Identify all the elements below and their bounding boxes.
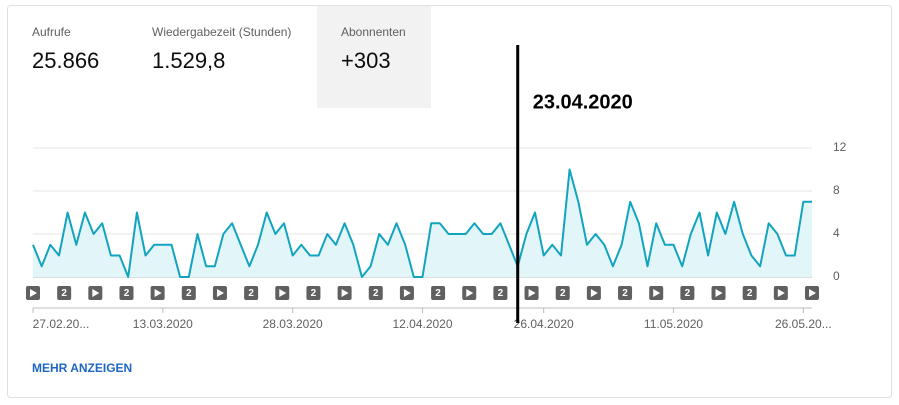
play-icon	[30, 289, 37, 297]
marker-box[interactable]	[680, 286, 695, 300]
marker-count[interactable]: 2	[685, 288, 691, 299]
metric-value: +303	[341, 48, 391, 73]
marker-count[interactable]: 2	[124, 288, 130, 299]
marker-box[interactable]	[119, 286, 134, 300]
x-tick-label: 26.04.2020	[514, 317, 574, 331]
x-tick-label: 11.05.2020	[644, 317, 703, 331]
more-link[interactable]: MEHR ANZEIGEN	[32, 361, 132, 375]
marker-count[interactable]: 2	[248, 288, 254, 299]
y-tick-label: 8	[833, 183, 840, 197]
marker-count[interactable]: 2	[186, 288, 192, 299]
x-tick-label: 27.02.20...	[33, 317, 90, 331]
play-icon	[279, 289, 287, 297]
line	[32, 168, 812, 278]
play-icon	[92, 289, 100, 297]
selected-tab[interactable]	[317, 6, 431, 108]
play-icon	[528, 289, 536, 297]
marker-count[interactable]: 2	[622, 288, 628, 299]
marker-box[interactable]	[306, 286, 321, 300]
play-icon	[715, 289, 723, 297]
marker-box[interactable]	[244, 286, 259, 300]
play-icon	[653, 289, 661, 297]
metric-value: 1.529,8	[152, 48, 225, 73]
play-icon	[590, 289, 598, 297]
play-icon	[403, 289, 411, 297]
y-tick-label: 0	[833, 269, 840, 283]
metric-label: Aufrufe	[32, 25, 71, 39]
marker-box[interactable]	[57, 286, 72, 300]
marker-count[interactable]: 2	[435, 288, 441, 299]
card	[7, 5, 892, 398]
marker-box[interactable]	[742, 286, 757, 300]
marker-box[interactable]	[493, 286, 508, 300]
area	[33, 169, 812, 277]
marker-box[interactable]	[181, 286, 196, 300]
play-icon	[777, 289, 785, 297]
metric-label: Wiedergabezeit (Stunden)	[152, 25, 291, 39]
play-icon	[466, 289, 474, 297]
marker-box[interactable]	[431, 286, 446, 300]
metric-tabs: Aufrufe 25.866 Wiedergabezeit (Stunden) 1.5…	[32, 6, 431, 108]
annotation-text: 23.04.2020	[533, 91, 633, 113]
metric-label: Abonnenten	[341, 25, 406, 39]
marker-box[interactable]	[618, 286, 633, 300]
x-tick-label: 28.03.2020	[263, 317, 323, 331]
x-tick-label: 13.03.2020	[133, 317, 193, 331]
chart: 0 4 8 12 2 2 2 2 2 2 2 2 2 2 2 2 27.02.20... 13.03.2020 28…	[26, 45, 847, 331]
play-icon	[809, 289, 816, 297]
x-tick-label: 12.04.2020	[392, 317, 452, 331]
marker-count[interactable]: 2	[61, 288, 67, 299]
marker-box[interactable]	[555, 286, 570, 300]
marker-count[interactable]: 2	[373, 288, 379, 299]
marker-count[interactable]: 2	[311, 288, 317, 299]
y-tick-label: 4	[833, 226, 840, 240]
y-tick-label: 12	[833, 140, 847, 154]
play-icon	[216, 289, 224, 297]
play-icon	[154, 289, 162, 297]
x-tick-label: 26.05.20...	[775, 317, 832, 331]
metric-value: 25.866	[32, 48, 99, 73]
play-icon	[341, 289, 349, 297]
marker-count[interactable]: 2	[498, 288, 504, 299]
marker-box[interactable]	[368, 286, 383, 300]
marker-count[interactable]: 2	[560, 288, 566, 299]
marker-count[interactable]: 2	[747, 288, 753, 299]
